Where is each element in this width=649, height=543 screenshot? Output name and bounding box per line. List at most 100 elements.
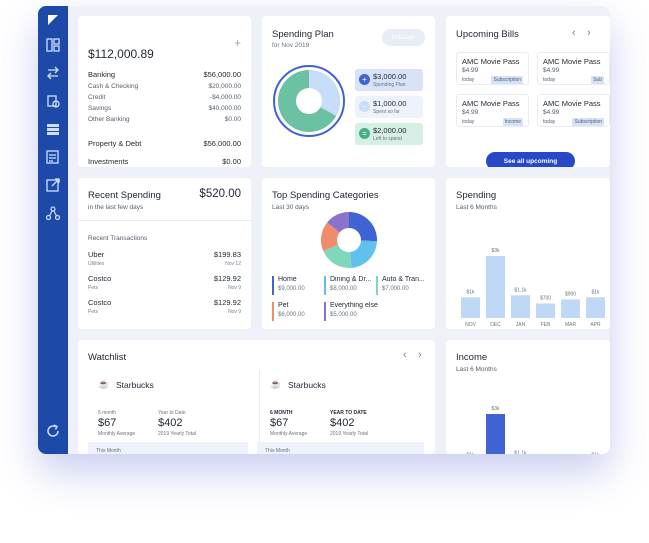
bill-card[interactable]: AMC Movie Pass $4.99 today Subscription	[456, 52, 529, 85]
network-icon[interactable]	[46, 206, 60, 220]
category-value: $5,000.00	[330, 312, 357, 318]
x-tick-label: NOV	[465, 322, 477, 326]
add-account-button[interactable]: +	[233, 36, 241, 50]
category-item[interactable]: Auto & Tran... $7,000.00	[376, 276, 424, 295]
transaction-row[interactable]: Costco $129.92 Pets Nov 9	[78, 274, 251, 296]
banking-item-label: Savings	[88, 105, 112, 112]
transaction-name: Costco	[88, 298, 112, 307]
see-all-upcoming-button[interactable]: See all upcoming	[486, 152, 575, 167]
plan-value: $3,000.00	[373, 72, 407, 81]
category-item[interactable]: Dining & Dr... $8,000.00	[324, 276, 372, 295]
category-item[interactable]: Pet $6,000.00	[272, 302, 320, 321]
watchlist-next-button[interactable]: ›	[418, 349, 422, 361]
banking-row[interactable]: Banking $56,000.00	[88, 70, 241, 79]
bill-tag: Income	[502, 118, 523, 126]
category-item[interactable]: Home $9,000.00	[272, 276, 320, 295]
banking-subrow[interactable]: Other Banking $0.00	[88, 116, 241, 123]
monthly-value: $67	[98, 417, 117, 429]
monthly-value: $67	[270, 417, 289, 429]
left-label: Left to spend	[373, 136, 402, 142]
left-chip: = $2,000.00 Left to spend	[355, 123, 423, 145]
bill-card[interactable]: AMC Movie Pass $4.99 today Income	[456, 94, 529, 127]
category-name: Pet	[278, 302, 289, 309]
plus-icon: +	[359, 74, 370, 85]
bill-card[interactable]: AMC Movie Pass $4.99 today Sub	[537, 52, 610, 85]
watchlist-item[interactable]: ☕ Starbucks 6 month $67 Monthly Average …	[88, 368, 255, 454]
transfer-icon[interactable]	[46, 66, 60, 80]
recent-section-label: Recent Transactions	[88, 235, 148, 242]
budget-icon[interactable]	[46, 94, 60, 108]
this-month-footer: This Month	[257, 442, 424, 454]
banking-item-value: $0.00	[224, 116, 241, 123]
bill-amount: $4.99	[462, 67, 479, 74]
transaction-category: Pets	[88, 309, 99, 315]
category-name: Home	[278, 276, 297, 283]
refresh-icon[interactable]	[46, 424, 60, 438]
pie-slice	[321, 222, 349, 252]
accounts-icon[interactable]	[46, 122, 60, 136]
income-subtitle: Last 6 Months	[456, 366, 497, 373]
bill-card[interactable]: AMC Movie Pass $4.99 today Subscription	[537, 94, 610, 127]
banking-item-label: Credit	[88, 94, 106, 101]
watchlist-item[interactable]: ☕ Starbucks 6 MONTH $67 Monthly Average …	[257, 368, 427, 454]
ytd-value: $402	[330, 417, 355, 429]
monthly-sub: Monthly Average	[270, 431, 308, 437]
bar-data-label: $1k	[591, 289, 600, 295]
category-item[interactable]: Everything else $5,000.00	[324, 302, 384, 321]
income-title: Income	[456, 352, 488, 363]
bill-date: today	[543, 77, 556, 83]
transaction-row[interactable]: Uber $199.83 Utilities Nov 12	[78, 250, 251, 272]
monthly-label: 6 MONTH	[270, 410, 293, 416]
bar-data-label: $1k	[466, 453, 475, 454]
banking-item-value: $40,000.00	[208, 105, 241, 112]
banking-subrow[interactable]: Credit -$4,000.00	[88, 94, 241, 101]
property-row[interactable]: Property & Debt $56,000.00	[88, 139, 241, 148]
investments-row[interactable]: Investments $0.00	[88, 157, 241, 166]
categories-donut	[321, 212, 377, 268]
spending-bar-chart: $1k NOV $3k DEC $1.1k JAN $700 FEB $900 MAR $1k APR	[461, 248, 605, 326]
x-tick-label: MAR	[565, 322, 577, 326]
transaction-row[interactable]: Costco $129.92 Pets Nov 9	[78, 298, 251, 320]
banking-subrow[interactable]: Savings $40,000.00	[88, 105, 241, 112]
banking-subrow[interactable]: Cash & Checking $20,000.00	[88, 83, 241, 90]
banking-item-label: Cash & Checking	[88, 83, 139, 90]
net-worth-total: $112,000.89	[88, 47, 154, 61]
watchlist-prev-button[interactable]: ‹	[403, 349, 407, 361]
dashboard-icon[interactable]	[46, 38, 60, 52]
x-tick-label: APR	[590, 322, 601, 326]
transaction-amount: $199.83	[213, 250, 241, 259]
reports-icon[interactable]	[46, 150, 60, 164]
export-icon[interactable]	[46, 178, 60, 192]
sidebar	[38, 6, 68, 454]
bar-data-label: $3k	[491, 406, 500, 412]
ytd-label: Year to Date	[158, 410, 186, 416]
property-value: $56,000.00	[203, 139, 241, 148]
donut-hole	[296, 88, 322, 114]
spent-chip: − $1,000.00 Spent so far	[355, 96, 423, 118]
recent-total: $520.00	[199, 188, 241, 200]
bar	[511, 295, 530, 318]
recent-spending-card: Recent Spending $520.00 in the last few …	[78, 178, 251, 329]
bar-data-label: $1k	[466, 289, 475, 295]
bar	[486, 256, 505, 318]
category-name: Auto & Tran...	[382, 276, 424, 283]
bar	[561, 299, 580, 318]
banking-label: Banking	[88, 70, 116, 79]
minus-icon: −	[359, 101, 370, 112]
category-name: Dining & Dr...	[330, 276, 372, 283]
bill-name: AMC Movie Pass	[462, 57, 520, 66]
spending-plan-subtitle: for Nov 2019	[272, 42, 310, 49]
bills-prev-button[interactable]: ‹	[572, 27, 576, 39]
x-tick-label: DEC	[490, 322, 501, 326]
net-worth-card: + $112,000.89 Banking $56,000.00 Cash & …	[78, 16, 251, 167]
investments-value: $0.00	[222, 157, 241, 166]
bar	[486, 414, 505, 454]
spent-value: $1,000.00	[373, 99, 407, 108]
banking-item-value: -$4,000.00	[209, 94, 241, 101]
bills-next-button[interactable]: ›	[587, 27, 591, 39]
category-value: $9,000.00	[278, 286, 305, 292]
manage-button[interactable]: Manage	[382, 29, 425, 46]
bill-amount: $4.99	[543, 67, 560, 74]
x-tick-label: JAN	[516, 322, 526, 326]
ytd-sub: 2019 Yearly Total	[158, 431, 196, 437]
